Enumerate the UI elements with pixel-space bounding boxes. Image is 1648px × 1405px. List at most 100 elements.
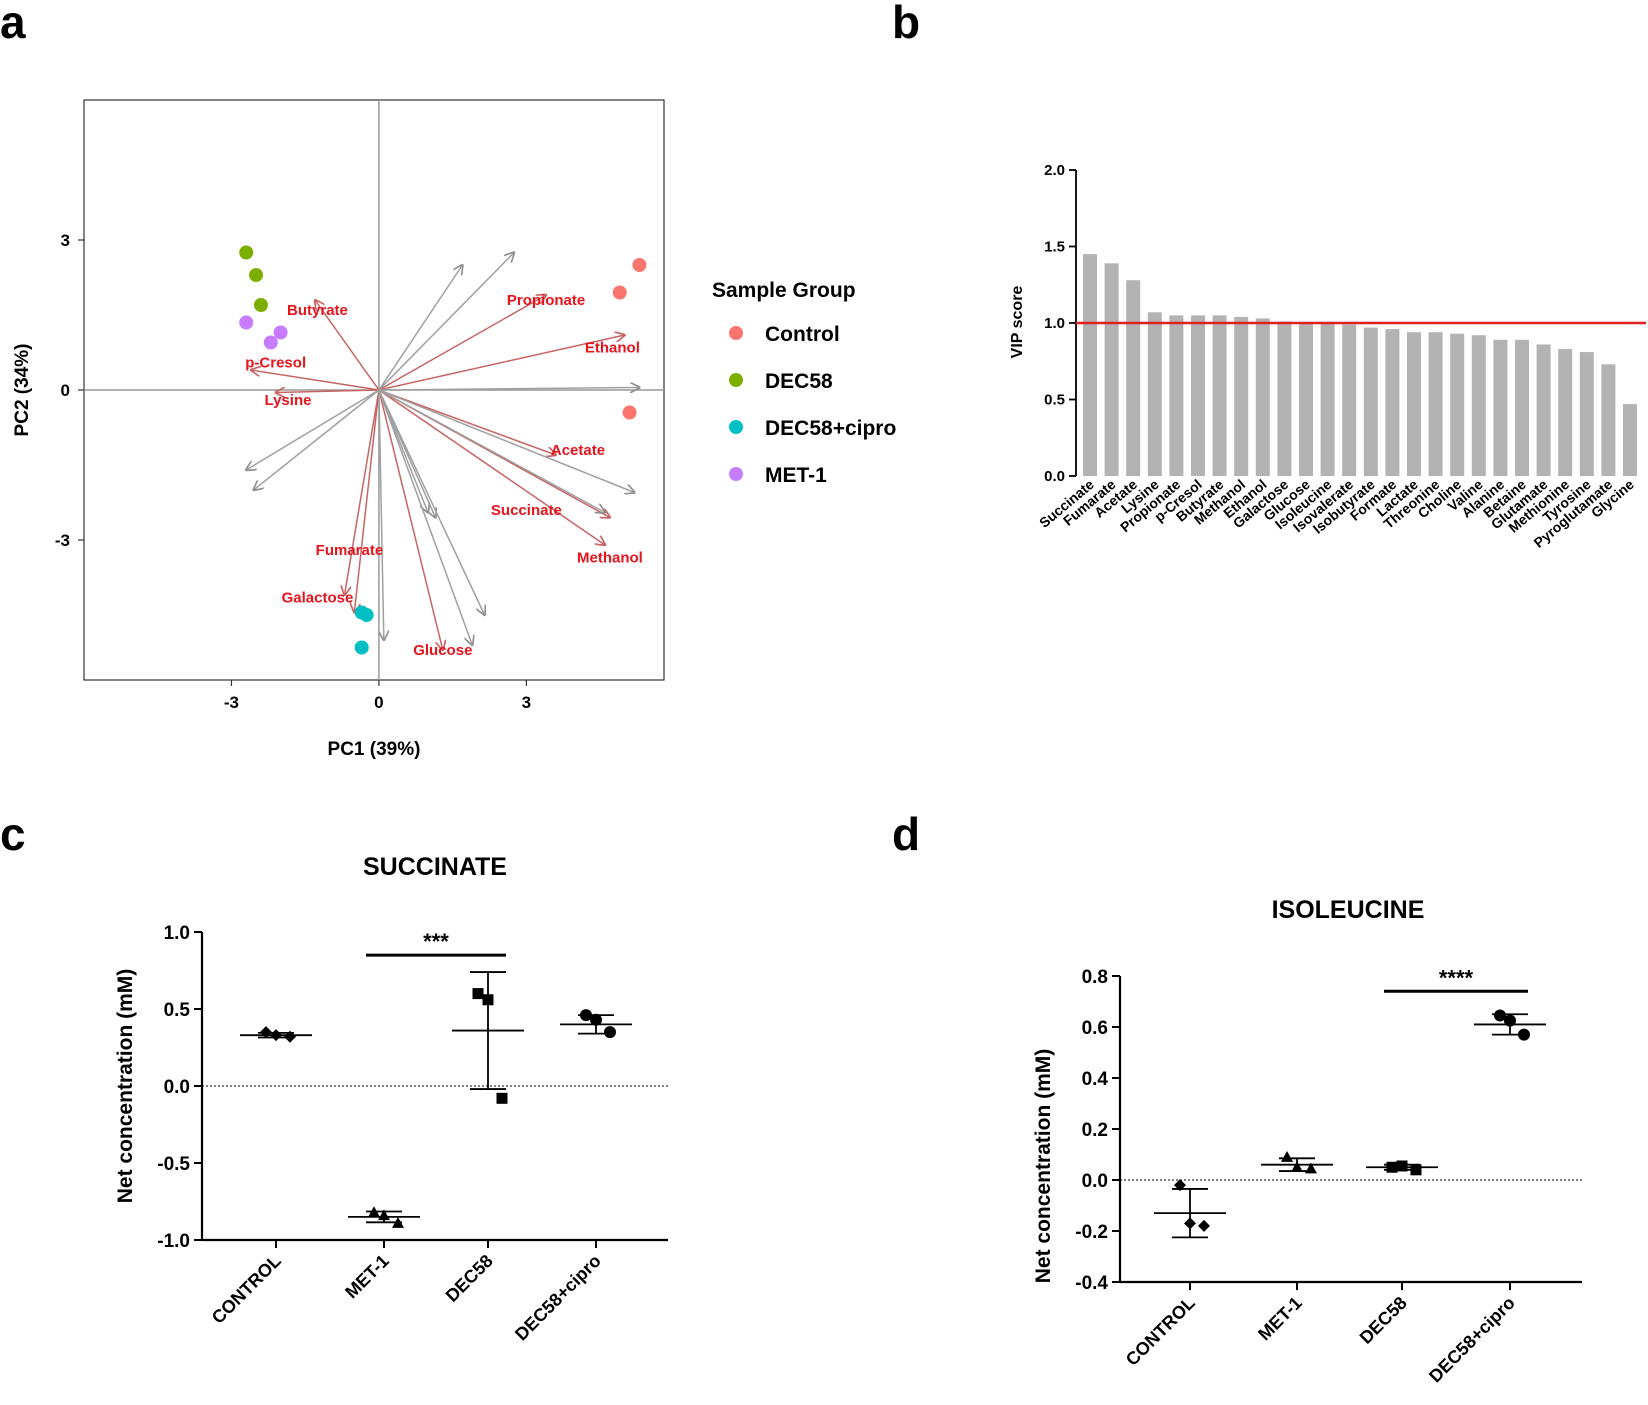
loading-label-galactose: Galactose	[282, 590, 354, 607]
succinate-y-axis-title: Net concentration (mM)	[114, 969, 137, 1204]
pca-y-tick-label: -3	[55, 531, 70, 550]
isoleucine-point-dec58-cipro-1	[1494, 1009, 1506, 1022]
pca-biplot: Butyrate Propionate Ethanol p-Cresol Lysine A…	[12, 99, 896, 760]
isoleucine-y-tick-label: 0.0	[1082, 1171, 1108, 1192]
vip-y-tick-label: 0.0	[1044, 468, 1065, 485]
pca-x-tick-label: 0	[374, 693, 383, 712]
succinate-point-dec58-cipro-3	[604, 1026, 616, 1039]
isoleucine-y-tick-label: -0.4	[1075, 1273, 1108, 1294]
isoleucine-y-axis-title: Net concentration (mM)	[1032, 1049, 1055, 1284]
point-dec58-1	[239, 245, 254, 260]
vip-bar-formate	[1385, 329, 1400, 476]
legend-label-control: Control	[765, 323, 840, 346]
vip-bar-alanine	[1493, 339, 1508, 476]
pca-y-axis-title: PC2 (34%)	[12, 344, 33, 437]
loading-label-lysine: Lysine	[264, 392, 311, 409]
isoleucine-point-dec58-3	[1410, 1164, 1422, 1176]
succinate-category-label-dec58-cipro: DEC58+cipro	[511, 1251, 605, 1345]
vip-bar-pyroglutamate	[1601, 364, 1616, 476]
legend-title: Sample Group	[712, 279, 856, 302]
point-control-1	[632, 258, 647, 272]
vip-bar-glucose	[1299, 323, 1313, 476]
loading-arrow-butyrate	[315, 300, 380, 391]
loading-arrow-unlabeled-21	[378, 389, 472, 645]
isoleucine-point-met-1-2	[1291, 1161, 1303, 1173]
legend-label-met-1: MET-1	[765, 464, 827, 487]
loading-arrow-p-cresol	[251, 370, 380, 391]
pca-loading-arrows	[246, 253, 639, 651]
pca-sample-points	[239, 245, 647, 655]
vip-bar-acetate	[1126, 280, 1141, 476]
vip-y-tick-label: 2.0	[1044, 162, 1065, 179]
loading-label-methanol: Methanol	[577, 550, 643, 567]
isoleucine-point-dec58-cipro-2	[1504, 1014, 1516, 1027]
vip-y-axis-title: VIP score	[1009, 286, 1026, 359]
loading-label-fumarate: Fumarate	[316, 542, 384, 559]
succinate-category-label-control: CONTROL	[208, 1251, 285, 1328]
isoleucine-y-tick-label: 0.4	[1082, 1069, 1109, 1090]
vip-bar-succinate	[1083, 254, 1097, 476]
legend-swatch-dec58-cipro	[729, 420, 743, 434]
succinate-y-tick-label: 0.5	[164, 1000, 191, 1021]
legend-swatch-met-1	[729, 467, 743, 481]
panel-letter-b: b	[892, 0, 920, 48]
vip-bar-methionine	[1558, 349, 1573, 476]
pca-x-axis-title: PC1 (39%)	[328, 739, 421, 760]
isoleucine-significance-label: ****	[1439, 965, 1474, 990]
loading-arrow-unlabeled-14	[378, 389, 635, 493]
pca-ticks: -3 0 3 3 0 -3	[55, 231, 531, 712]
succinate-point-control-2	[270, 1029, 282, 1042]
vip-bar-chart: VIP score 0.00.51.01.52.0SuccinateFumara…	[1009, 162, 1646, 551]
isoleucine-y-tick-label: 0.8	[1082, 967, 1108, 988]
point-dec58-3	[253, 298, 268, 312]
loading-arrow-acetate	[378, 389, 556, 455]
vip-bar-butyrate	[1212, 315, 1227, 476]
loading-arrow-ethanol	[378, 335, 625, 391]
vip-bar-choline	[1450, 333, 1465, 476]
loading-arrow-unlabeled-13	[378, 388, 640, 391]
point-met-1-3	[273, 325, 288, 340]
point-dec58-cipro-2	[359, 608, 374, 622]
vip-bar-p-cresol	[1191, 315, 1205, 476]
isoleucine-point-dec58-2	[1396, 1160, 1408, 1172]
isoleucine-point-control-2	[1184, 1217, 1196, 1230]
isoleucine-title: ISOLEUCINE	[1272, 896, 1425, 924]
vip-bar-betaine	[1515, 339, 1529, 476]
legend-label-dec58-cipro: DEC58+cipro	[765, 417, 896, 440]
succinate-point-control-3	[284, 1030, 296, 1043]
pca-y-tick-label: 3	[61, 231, 70, 250]
succinate-y-tick-label: 1.0	[164, 923, 190, 944]
succinate-y-tick-label: -0.5	[157, 1154, 190, 1175]
vip-bar-isovalerate	[1342, 324, 1357, 476]
succinate-point-dec58-1	[472, 988, 484, 1000]
panel-letter-a: a	[0, 0, 26, 48]
pca-loading-labels: Butyrate Propionate Ethanol p-Cresol Lysine A…	[245, 292, 643, 659]
succinate-point-met-1-1	[368, 1206, 380, 1218]
loading-label-succinate: Succinate	[491, 502, 562, 519]
succinate-category-label-met-1: MET-1	[341, 1251, 393, 1303]
succinate-point-met-1-3	[392, 1217, 404, 1228]
isoleucine-point-dec58-1	[1386, 1161, 1398, 1173]
panel-letter-d: d	[892, 808, 920, 860]
isoleucine-y-tick-label: 0.2	[1082, 1120, 1108, 1141]
isoleucine-category-label-dec58: DEC58	[1356, 1293, 1411, 1348]
vip-bar-ethanol	[1255, 318, 1270, 476]
loading-arrow-methanol	[378, 389, 605, 545]
loading-arrow-unlabeled-15	[378, 389, 605, 513]
succinate-point-dec58-cipro-2	[590, 1013, 602, 1026]
loading-label-butyrate: Butyrate	[287, 302, 348, 319]
vip-bar-methanol	[1234, 316, 1249, 476]
isoleucine-point-dec58-cipro-3	[1518, 1028, 1530, 1041]
loading-arrow-unlabeled-20	[378, 389, 485, 615]
succinate-dot-plot: SUCCINATE Net concentration (mM) 1.0 0.5 0…	[114, 853, 668, 1344]
pca-y-tick-label: 0	[61, 381, 70, 400]
succinate-point-control-1	[260, 1026, 272, 1039]
vip-bar-glutamate	[1536, 344, 1551, 476]
panel-letter-c: c	[0, 808, 26, 860]
isoleucine-y-tick-label: -0.2	[1075, 1222, 1108, 1243]
succinate-category-label-dec58: DEC58	[442, 1251, 497, 1306]
succinate-point-dec58-2	[482, 994, 494, 1006]
vip-bar-threonine	[1428, 332, 1443, 476]
loading-label-acetate: Acetate	[551, 442, 605, 459]
